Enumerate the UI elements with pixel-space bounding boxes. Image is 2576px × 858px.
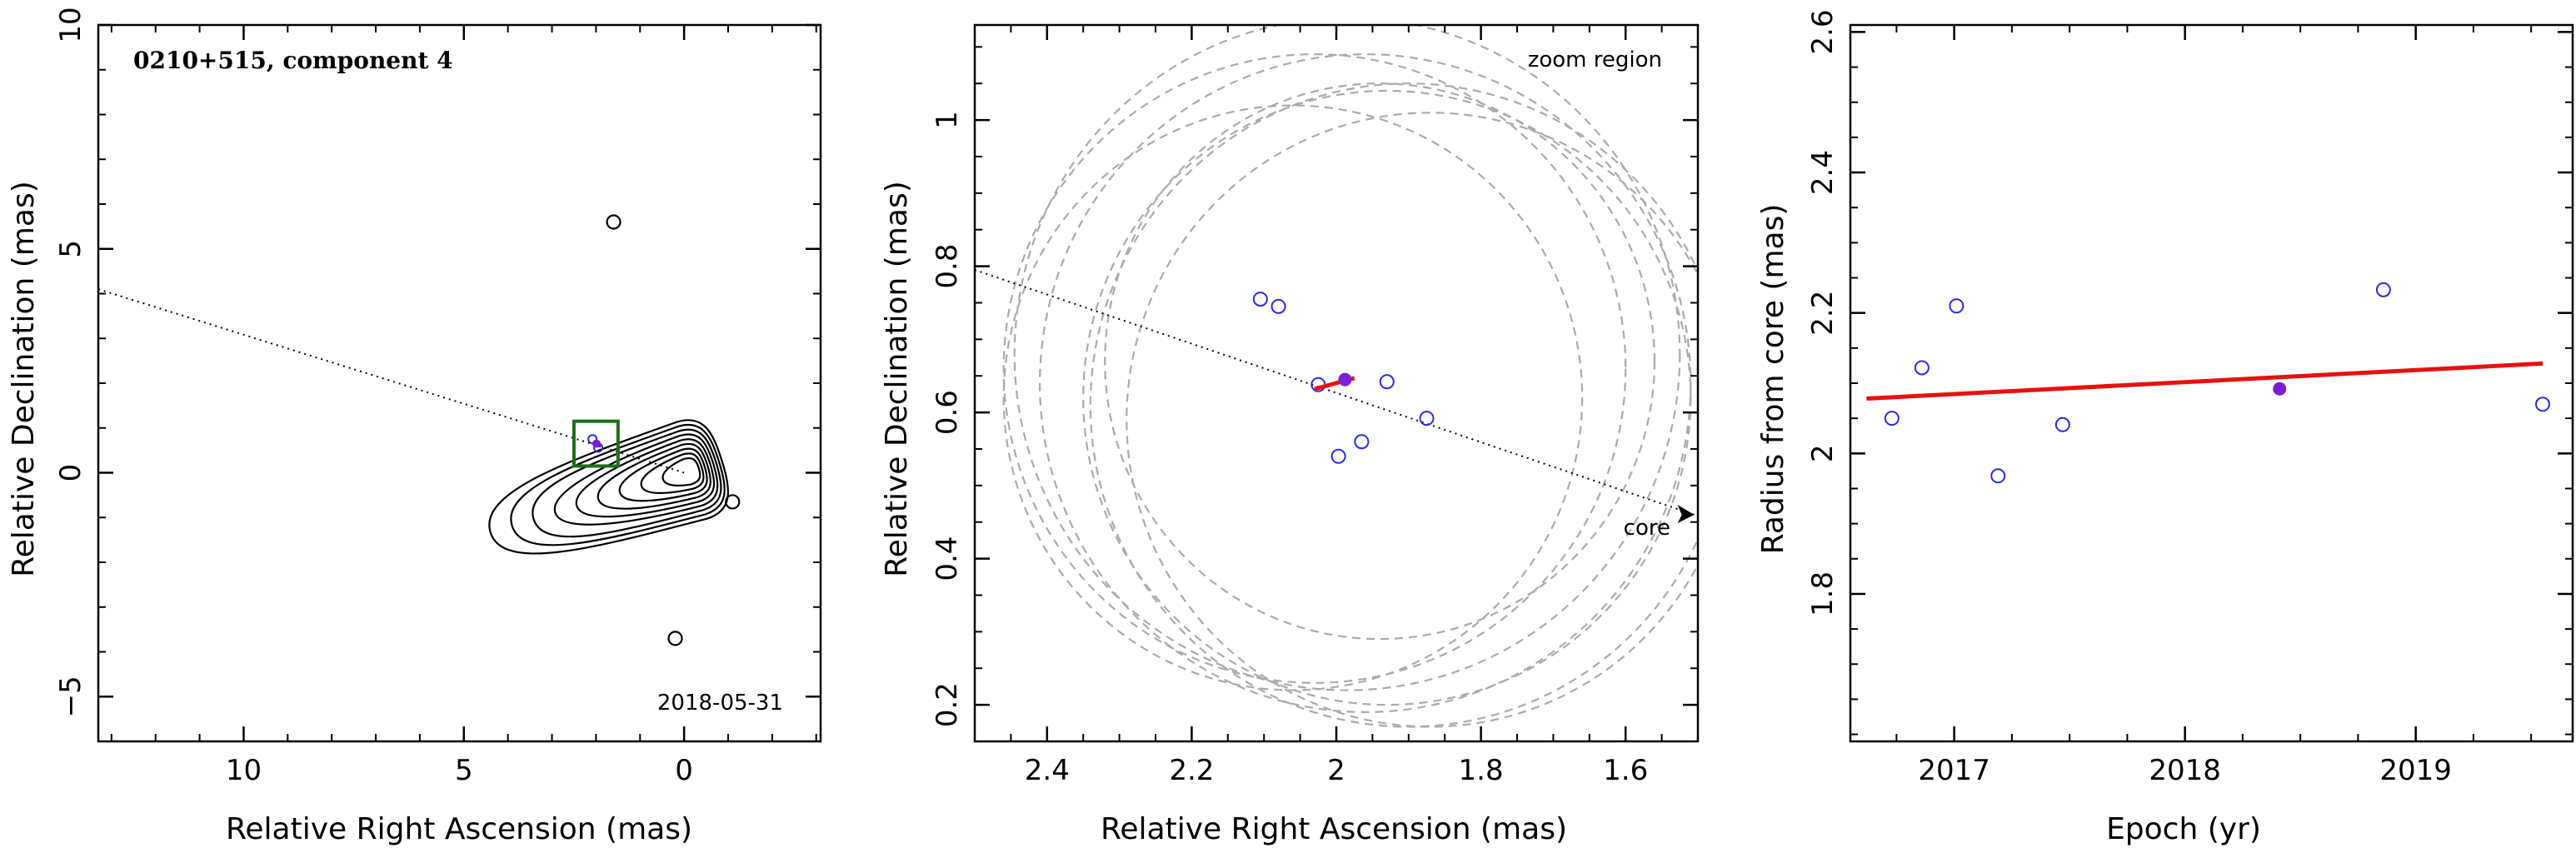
radius-y-tick-label: 1.8 bbox=[1806, 571, 1840, 616]
contour-level bbox=[661, 456, 701, 486]
radius-x-tick-label: 2017 bbox=[1918, 754, 1990, 787]
beam-circle bbox=[1104, 82, 1656, 641]
zoom-x-axis-label: Relative Right Ascension (mas) bbox=[1101, 812, 1567, 846]
beam-circle bbox=[1002, 104, 1584, 691]
contour-level bbox=[575, 438, 716, 518]
radius-y-tick-label: 2.2 bbox=[1806, 291, 1840, 336]
zoom-plot-area bbox=[975, 25, 1698, 728]
zoom-x-tick-label: 1.8 bbox=[1459, 754, 1504, 787]
radius-point bbox=[2375, 282, 2391, 297]
beam-circle bbox=[1013, 25, 1681, 691]
image-y-tick-label: −5 bbox=[54, 676, 87, 717]
beam-circle bbox=[1082, 89, 1692, 706]
zoom-y-tick-label: 1 bbox=[931, 111, 964, 129]
zoom-y-tick-label: 0.4 bbox=[931, 536, 964, 581]
component-marker-current bbox=[592, 439, 601, 448]
epoch-position-marker bbox=[1354, 434, 1370, 450]
contour-level bbox=[597, 442, 711, 510]
image-panel: 10 5 0 −5 0 5 10 0210+515, component 4 2018-05… bbox=[7, 7, 822, 846]
radius-point bbox=[1949, 298, 1964, 314]
radius-axes: 2017 2018 2019 1.8 2 2.2 2.4 2.6 bbox=[1806, 9, 2574, 787]
image-x-tick-label: 5 bbox=[455, 754, 473, 787]
image-plot-area bbox=[98, 214, 741, 646]
radius-point bbox=[1914, 360, 1930, 376]
radius-point bbox=[1990, 468, 2006, 484]
epoch-position-marker bbox=[1379, 374, 1395, 390]
epoch-position-marker bbox=[1252, 292, 1268, 307]
zoom-region-label: zoom region bbox=[1528, 47, 1662, 72]
radius-fit-line bbox=[1866, 361, 2544, 402]
core-arrow-head bbox=[1677, 504, 1695, 523]
image-x-tick-label: 0 bbox=[675, 754, 693, 787]
radius-point bbox=[2054, 417, 2070, 432]
image-x-axis-label: Relative Right Ascension (mas) bbox=[226, 812, 692, 846]
zoom-content bbox=[975, 25, 1698, 728]
radius-x-tick-label: 2019 bbox=[2379, 754, 2452, 787]
radius-y-axis-label: Radius from core (mas) bbox=[1756, 204, 1790, 555]
image-content bbox=[98, 214, 741, 646]
isolated-contour bbox=[606, 214, 622, 230]
image-y-tick-label: 10 bbox=[54, 7, 87, 42]
isolated-contour bbox=[667, 631, 683, 646]
radius-current-point bbox=[2273, 382, 2287, 396]
image-axes: 10 5 0 −5 0 5 10 bbox=[54, 7, 822, 787]
zoom-y-tick-label: 0.2 bbox=[931, 682, 964, 727]
zoom-x-tick-label: 2 bbox=[1327, 754, 1345, 787]
radius-plot-area bbox=[1866, 282, 2550, 484]
beam-circle bbox=[1039, 53, 1692, 713]
image-date-label: 2018-05-31 bbox=[657, 691, 783, 716]
radius-point bbox=[1884, 411, 1900, 427]
radius-y-tick-label: 2.4 bbox=[1806, 150, 1840, 195]
image-y-tick-label: 5 bbox=[54, 240, 87, 258]
image-y-axis-label: Relative Declination (mas) bbox=[7, 181, 41, 577]
contour-level bbox=[640, 452, 705, 494]
zoom-axes: 2.4 2.2 2 1.8 1.6 0.2 0.4 0.6 0.8 1 bbox=[931, 23, 1700, 787]
zoom-x-tick-label: 1.6 bbox=[1603, 754, 1648, 787]
radius-y-tick-label: 2.6 bbox=[1806, 9, 1840, 54]
epoch-position-marker bbox=[1419, 411, 1435, 427]
contour-level bbox=[618, 447, 708, 502]
epoch-position-marker bbox=[1271, 298, 1286, 314]
epoch-position-marker bbox=[1330, 448, 1346, 464]
zoom-panel: 2.4 2.2 2 1.8 1.6 0.2 0.4 0.6 0.8 1 zoom region c… bbox=[880, 23, 1700, 846]
zoom-box bbox=[572, 419, 620, 468]
current-epoch-marker bbox=[1338, 372, 1352, 387]
radius-x-axis-label: Epoch (yr) bbox=[2106, 812, 2261, 846]
image-y-tick-label: 0 bbox=[54, 464, 87, 482]
core-label: core bbox=[1624, 516, 1670, 541]
radius-y-tick-label: 2 bbox=[1806, 444, 1840, 462]
image-title: 0210+515, component 4 bbox=[133, 47, 453, 74]
jet-direction-line bbox=[975, 269, 1695, 516]
beam-circle bbox=[1002, 53, 1627, 684]
contour-level bbox=[532, 428, 722, 538]
image-x-tick-label: 10 bbox=[226, 754, 262, 787]
zoom-x-tick-label: 2.2 bbox=[1169, 754, 1214, 787]
zoom-y-axis-label: Relative Declination (mas) bbox=[880, 181, 914, 577]
zoom-x-tick-label: 2.4 bbox=[1025, 754, 1070, 787]
radius-point bbox=[2534, 397, 2550, 412]
radius-frame bbox=[1849, 23, 2574, 743]
radius-panel: 2017 2018 2019 1.8 2 2.2 2.4 2.6 Epoch (yr) Rad… bbox=[1756, 9, 2574, 846]
radius-x-tick-label: 2018 bbox=[2149, 754, 2221, 787]
image-frame bbox=[97, 23, 822, 743]
zoom-y-tick-label: 0.8 bbox=[931, 244, 964, 289]
beam-circle bbox=[1126, 112, 1698, 728]
isolated-contour bbox=[725, 494, 741, 510]
contour-level bbox=[510, 423, 726, 546]
zoom-y-tick-label: 0.6 bbox=[931, 390, 964, 435]
